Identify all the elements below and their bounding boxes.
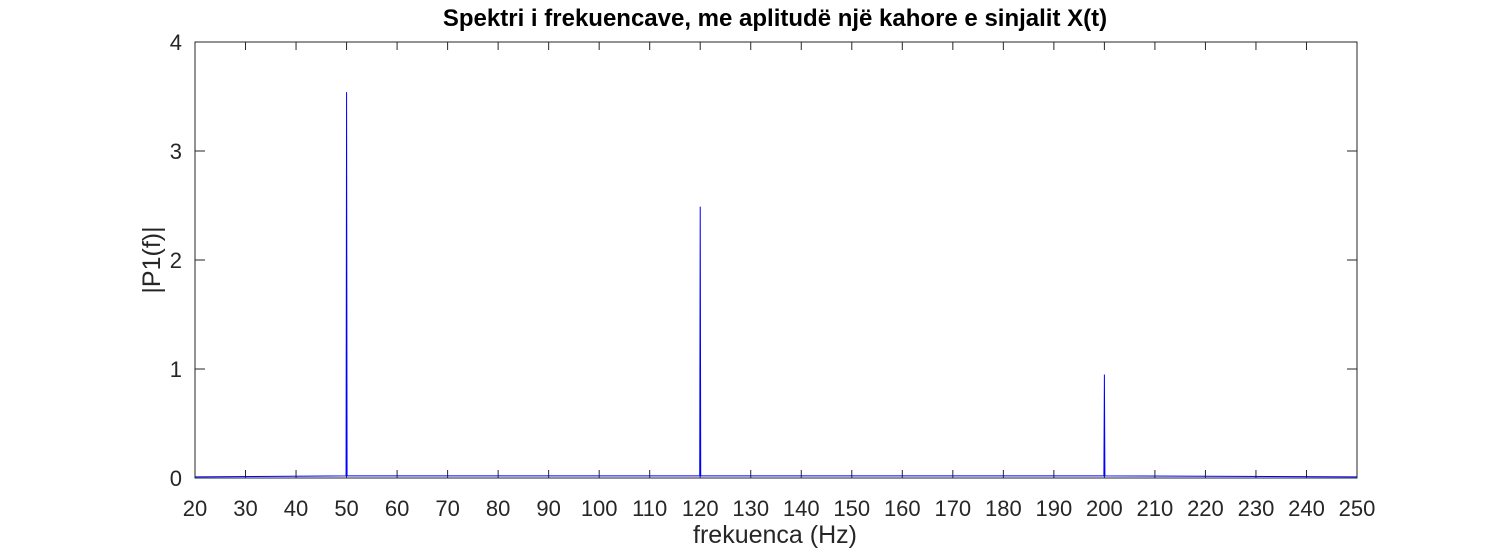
chart-title: Spektri i frekuencave, me aplitudë një k… bbox=[443, 5, 1107, 32]
y-tick-label: 2 bbox=[170, 248, 182, 273]
x-tick-label: 40 bbox=[284, 496, 308, 521]
x-tick-label: 210 bbox=[1137, 496, 1174, 521]
x-tick-label: 140 bbox=[783, 496, 820, 521]
x-tick-label: 230 bbox=[1238, 496, 1275, 521]
x-axis-ticks: 20 30 40 50 60 70 80 90 100 110 120 130 140 150 160 170… bbox=[183, 42, 1376, 521]
x-tick-label: 160 bbox=[884, 496, 921, 521]
x-tick-label: 20 bbox=[183, 496, 207, 521]
y-tick-label: 3 bbox=[170, 139, 182, 164]
x-tick-label: 110 bbox=[632, 496, 667, 521]
y-tick-label: 0 bbox=[170, 466, 182, 491]
x-tick-label: 150 bbox=[833, 496, 870, 521]
y-axis-ticks: 0 1 2 3 4 bbox=[170, 30, 1357, 491]
x-tick-label: 220 bbox=[1187, 496, 1224, 521]
x-tick-label: 130 bbox=[732, 496, 769, 521]
x-tick-label: 60 bbox=[385, 496, 409, 521]
x-axis-label: frekuenca (Hz) bbox=[693, 521, 857, 549]
y-axis-label: |P1(f)| bbox=[138, 226, 166, 293]
x-tick-label: 80 bbox=[486, 496, 510, 521]
y-tick-label: 4 bbox=[170, 30, 182, 55]
plot-area bbox=[194, 41, 1358, 479]
x-tick-label: 100 bbox=[581, 496, 618, 521]
x-tick-label: 50 bbox=[334, 496, 358, 521]
x-tick-label: 70 bbox=[435, 496, 459, 521]
x-tick-label: 250 bbox=[1339, 496, 1376, 521]
spectrum-line bbox=[194, 92, 1358, 478]
x-tick-label: 90 bbox=[536, 496, 560, 521]
series-layer bbox=[194, 92, 1358, 478]
x-tick-label: 170 bbox=[934, 496, 971, 521]
x-tick-label: 180 bbox=[985, 496, 1022, 521]
x-tick-label: 120 bbox=[682, 496, 719, 521]
x-tick-label: 200 bbox=[1086, 496, 1123, 521]
x-tick-label: 30 bbox=[233, 496, 257, 521]
x-tick-label: 240 bbox=[1288, 496, 1325, 521]
x-tick-label: 190 bbox=[1036, 496, 1073, 521]
y-tick-label: 1 bbox=[170, 357, 182, 382]
